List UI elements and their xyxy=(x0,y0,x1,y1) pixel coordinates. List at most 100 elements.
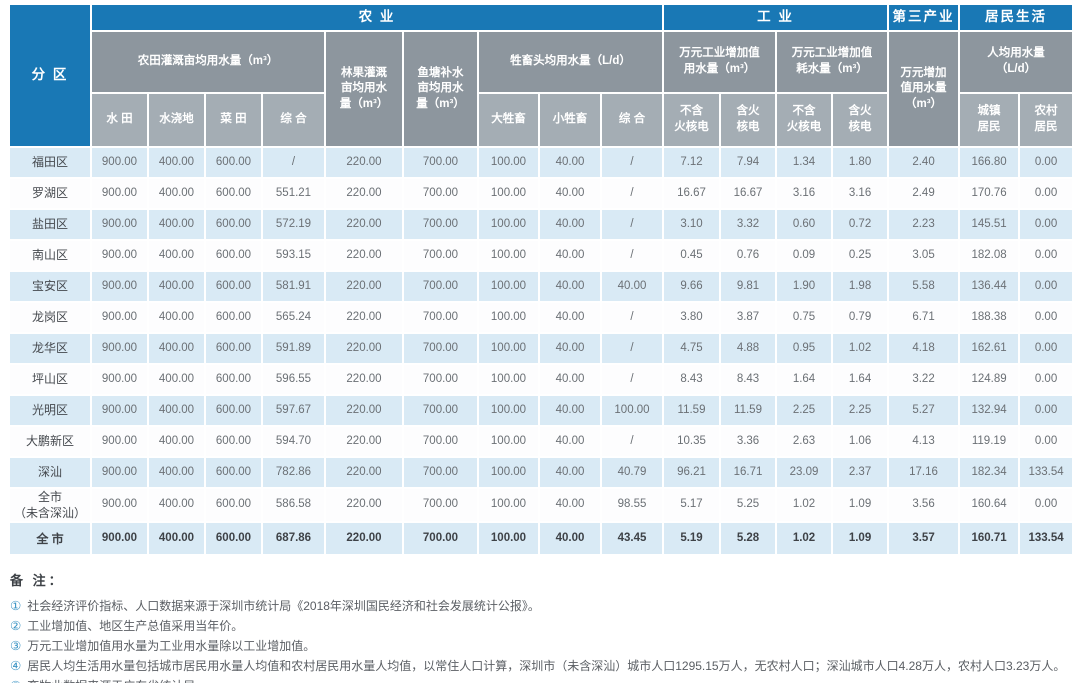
data-cell: 900.00 xyxy=(90,486,149,524)
data-cell: 40.00 xyxy=(538,456,602,489)
data-cell: 3.32 xyxy=(719,208,778,241)
data-cell: 600.00 xyxy=(204,270,263,303)
data-cell: 100.00 xyxy=(477,177,540,210)
data-cell: 23.09 xyxy=(775,456,834,489)
data-cell: 40.00 xyxy=(538,363,602,396)
note-item: ③ 万元工业增加值用水量为工业用水量除以工业增加值。 xyxy=(10,636,1070,656)
data-cell: 40.00 xyxy=(538,177,602,210)
data-cell: 182.08 xyxy=(958,239,1021,272)
data-cell: 5.25 xyxy=(719,486,778,524)
data-cell: 10.35 xyxy=(662,425,722,458)
data-cell: 6.71 xyxy=(887,301,961,334)
data-cell: 124.89 xyxy=(958,363,1021,396)
data-cell: 0.25 xyxy=(831,239,890,272)
data-cell: 170.76 xyxy=(958,177,1021,210)
data-cell: 145.51 xyxy=(958,208,1021,241)
data-cell: 700.00 xyxy=(402,177,479,210)
data-cell: 572.19 xyxy=(261,208,326,241)
note-number: ② xyxy=(10,619,22,634)
data-cell: 160.64 xyxy=(958,486,1021,524)
data-cell: / xyxy=(599,363,665,396)
data-cell: 220.00 xyxy=(324,332,404,365)
data-cell: 600.00 xyxy=(204,146,263,179)
table-row: 南山区 900.00 400.00 600.00 593.15 220.00 700.00 1… xyxy=(8,239,1075,272)
district-cell: 盐田区 xyxy=(8,208,92,241)
data-cell: 220.00 xyxy=(324,301,404,334)
col-header-small-livestock: 小牲畜 xyxy=(538,92,602,148)
data-cell: 0.75 xyxy=(775,301,834,334)
table-row: 大鹏新区 900.00 400.00 600.00 594.70 220.00 700.00… xyxy=(8,425,1075,458)
data-cell: 400.00 xyxy=(147,208,206,241)
data-cell: 100.00 xyxy=(477,146,540,179)
data-cell: 400.00 xyxy=(147,270,206,303)
data-cell: 0.00 xyxy=(1018,363,1075,396)
col-header-paddy-field: 水 田 xyxy=(90,92,149,148)
data-cell: 900.00 xyxy=(90,363,149,396)
table-body: 福田区 900.00 400.00 600.00/220.00 700.00 100.00… xyxy=(8,146,1075,557)
data-cell: 40.00 xyxy=(538,239,602,272)
data-cell: 5.17 xyxy=(662,486,722,524)
data-cell: 0.00 xyxy=(1018,270,1075,303)
data-cell: 700.00 xyxy=(402,239,479,272)
data-cell: 96.21 xyxy=(662,456,722,489)
data-cell: 166.80 xyxy=(958,146,1021,179)
data-cell: 600.00 xyxy=(204,394,263,427)
data-cell: 133.54 xyxy=(1018,521,1075,557)
data-cell: 1.90 xyxy=(775,270,834,303)
data-cell: 9.66 xyxy=(662,270,722,303)
data-cell: 0.00 xyxy=(1018,208,1075,241)
data-cell: 0.79 xyxy=(831,301,890,334)
notes-list: ① 社会经济评价指标、人口数据来源于深圳市统计局《2018年深圳国民经济和社会发展… xyxy=(10,596,1070,683)
data-cell: 100.00 xyxy=(477,301,540,334)
table-row: 福田区 900.00 400.00 600.00/220.00 700.00 100.00… xyxy=(8,146,1075,179)
data-cell: 1.02 xyxy=(775,521,834,557)
note-item: ⑤ 畜牧业数据来源于广东省统计局。 xyxy=(10,676,1070,683)
header-row-groups: 分 区 农 业 工 业 第三产业 居民生活 xyxy=(8,3,1075,148)
table-row: 全市 （未含深汕） 900.00 400.00 600.00 586.58 220.00 7… xyxy=(8,486,1075,524)
data-cell: 700.00 xyxy=(402,146,479,179)
data-cell: 1.80 xyxy=(831,146,890,179)
data-cell: 100.00 xyxy=(477,270,540,303)
data-cell: 700.00 xyxy=(402,456,479,489)
subheader-tertiary-use: 万元增加 值用水量 （m³） xyxy=(887,30,961,148)
table-row: 龙华区 900.00 400.00 600.00 591.89 220.00 700.00 1… xyxy=(8,332,1075,365)
data-cell: 600.00 xyxy=(204,332,263,365)
note-number: ⑤ xyxy=(10,679,21,683)
district-cell: 龙岗区 xyxy=(8,301,92,334)
notes: 备 注： ① 社会经济评价指标、人口数据来源于深圳市统计局《2018年深圳国民经济… xyxy=(10,570,1070,683)
data-cell: 400.00 xyxy=(147,363,206,396)
data-cell: 700.00 xyxy=(402,425,479,458)
data-cell: 16.67 xyxy=(719,177,778,210)
data-cell: 160.71 xyxy=(958,521,1021,557)
notes-title: 备 注： xyxy=(10,573,65,589)
district-cell: 深汕 xyxy=(8,456,92,489)
data-cell: 600.00 xyxy=(204,208,263,241)
district-cell: 全市 （未含深汕） xyxy=(8,486,92,524)
data-cell: 900.00 xyxy=(90,239,149,272)
data-cell: 3.87 xyxy=(719,301,778,334)
data-cell: 220.00 xyxy=(324,486,404,524)
data-cell: 2.25 xyxy=(831,394,890,427)
note-text: 畜牧业数据来源于广东省统计局。 xyxy=(27,679,207,683)
data-cell: 220.00 xyxy=(324,270,404,303)
data-cell: 133.54 xyxy=(1018,456,1075,489)
data-cell: 400.00 xyxy=(147,425,206,458)
table-row: 深汕 900.00 400.00 600.00 782.86 220.00 700.00 10… xyxy=(8,456,1075,489)
data-cell: 700.00 xyxy=(402,208,479,241)
note-text: 社会经济评价指标、人口数据来源于深圳市统计局《2018年深圳国民经济和社会发展统… xyxy=(27,599,540,614)
data-cell: 11.59 xyxy=(719,394,778,427)
data-cell: 3.05 xyxy=(887,239,961,272)
data-cell: 0.45 xyxy=(662,239,722,272)
data-cell: 900.00 xyxy=(90,456,149,489)
data-cell: 600.00 xyxy=(204,521,263,557)
data-cell: 220.00 xyxy=(324,177,404,210)
table-row: 龙岗区 900.00 400.00 600.00 565.24 220.00 700.00 1… xyxy=(8,301,1075,334)
data-cell: 400.00 xyxy=(147,301,206,334)
corner-cell-district: 分 区 xyxy=(8,3,92,148)
data-cell: 17.16 xyxy=(887,456,961,489)
subheader-livestock: 牲畜头均用水量（L/d） xyxy=(476,30,665,94)
data-cell: 4.75 xyxy=(662,332,722,365)
data-cell: 1.06 xyxy=(831,425,890,458)
data-cell: 900.00 xyxy=(90,521,149,557)
data-cell: 0.00 xyxy=(1018,486,1075,524)
